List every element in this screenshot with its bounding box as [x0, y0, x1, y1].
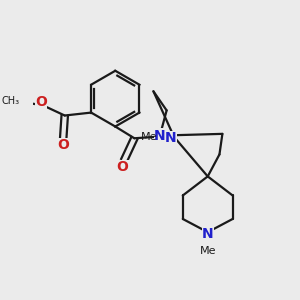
- Text: Me: Me: [141, 132, 158, 142]
- Text: Me: Me: [200, 246, 216, 256]
- Text: N: N: [165, 131, 177, 145]
- Text: N: N: [202, 226, 214, 241]
- Text: O: O: [35, 95, 47, 109]
- Text: CH₃: CH₃: [1, 96, 19, 106]
- Text: O: O: [57, 138, 69, 152]
- Text: N: N: [154, 129, 166, 142]
- Text: O: O: [117, 160, 129, 174]
